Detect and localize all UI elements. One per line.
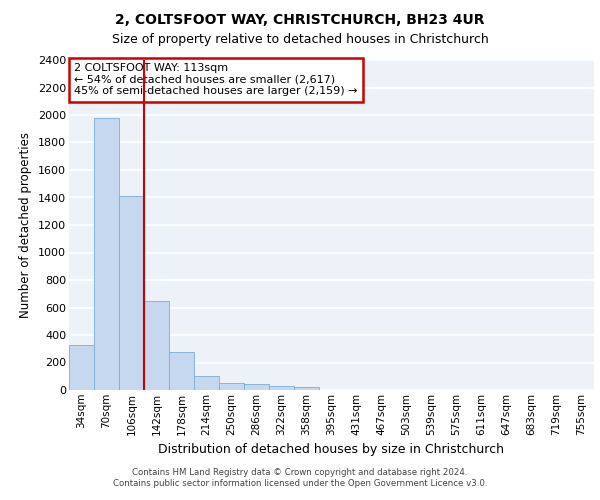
- Bar: [294, 386, 319, 390]
- Y-axis label: Number of detached properties: Number of detached properties: [19, 132, 32, 318]
- X-axis label: Distribution of detached houses by size in Christchurch: Distribution of detached houses by size …: [158, 443, 505, 456]
- Bar: [69, 346, 94, 390]
- Text: 2, COLTSFOOT WAY, CHRISTCHURCH, BH23 4UR: 2, COLTSFOOT WAY, CHRISTCHURCH, BH23 4UR: [115, 12, 485, 26]
- Bar: [144, 300, 169, 390]
- Bar: [219, 383, 244, 390]
- Text: Size of property relative to detached houses in Christchurch: Size of property relative to detached ho…: [112, 32, 488, 46]
- Bar: [169, 352, 194, 390]
- Text: 2 COLTSFOOT WAY: 113sqm
← 54% of detached houses are smaller (2,617)
45% of semi: 2 COLTSFOOT WAY: 113sqm ← 54% of detache…: [74, 64, 358, 96]
- Bar: [269, 386, 294, 390]
- Bar: [94, 118, 119, 390]
- Text: Contains HM Land Registry data © Crown copyright and database right 2024.
Contai: Contains HM Land Registry data © Crown c…: [113, 468, 487, 487]
- Bar: [244, 384, 269, 390]
- Bar: [119, 196, 144, 390]
- Bar: [194, 376, 219, 390]
